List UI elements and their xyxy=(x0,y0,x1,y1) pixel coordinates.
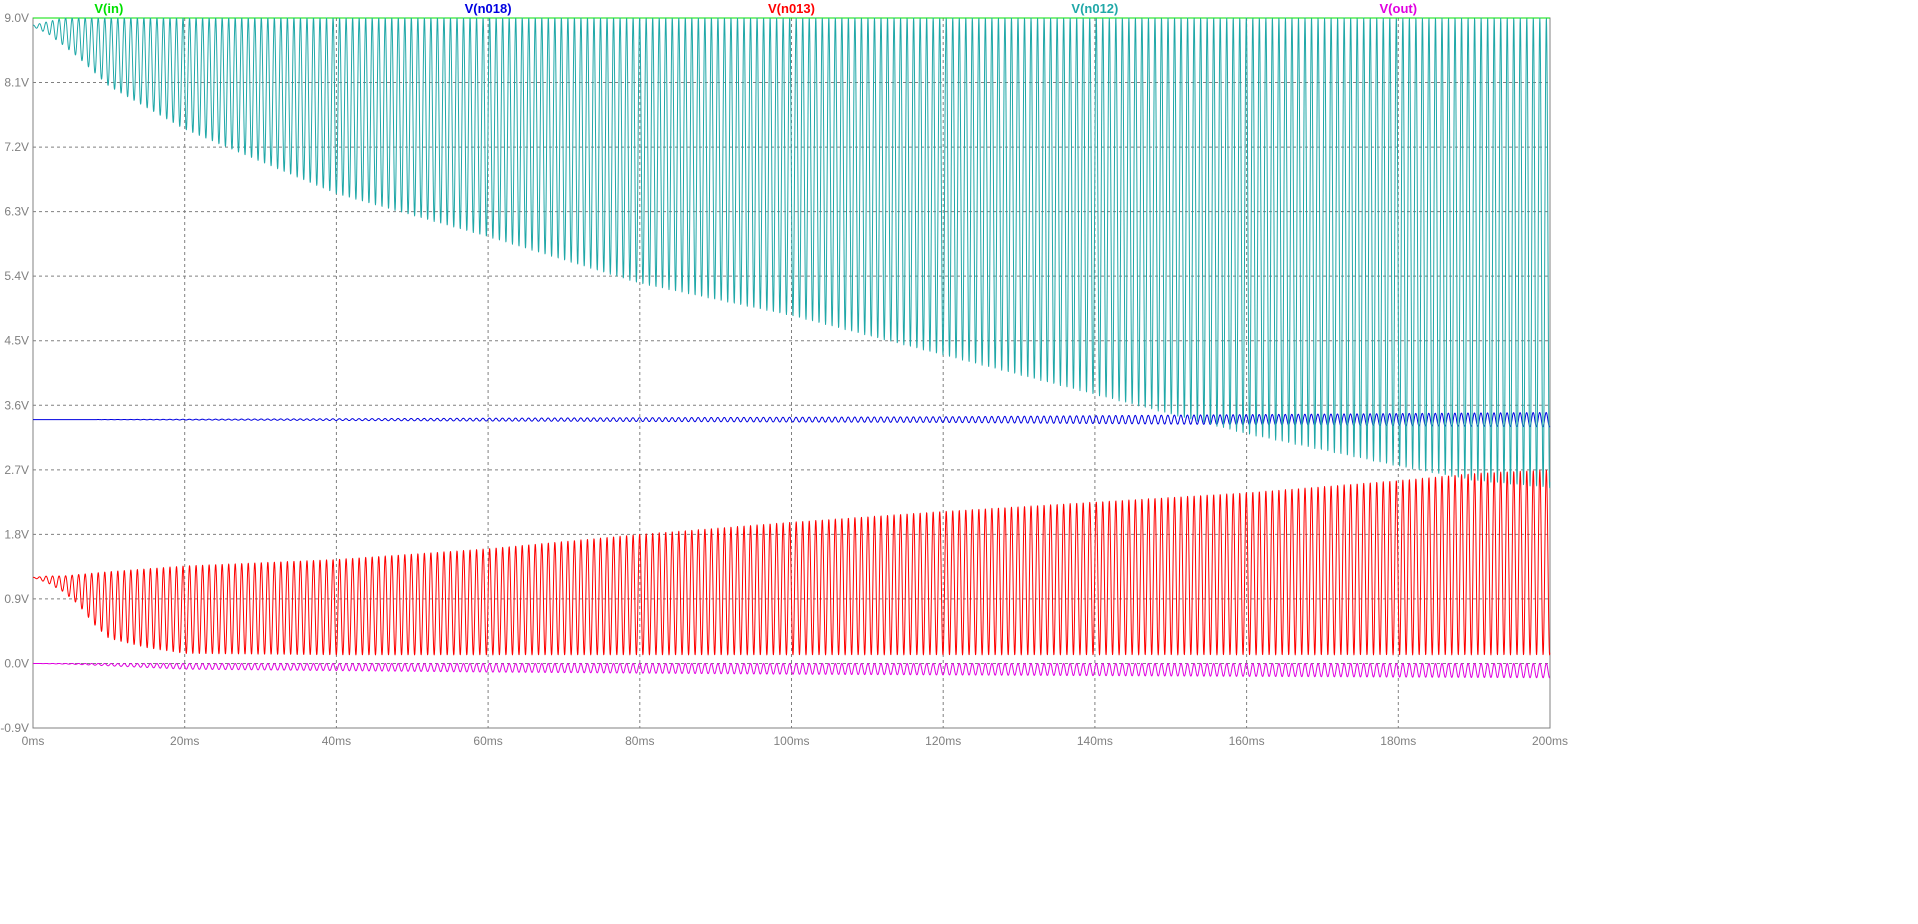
x-tick-label: 0ms xyxy=(22,734,45,748)
y-tick-label: 8.1V xyxy=(4,76,29,90)
x-axis-tick-labels: 0ms 20ms 40ms 60ms 80ms 100ms 120ms 140ms 160ms 1… xyxy=(22,734,1568,748)
legend-label[interactable]: V(n012) xyxy=(1071,1,1118,16)
x-tick-label: 100ms xyxy=(773,734,809,748)
x-tick-label: 200ms xyxy=(1532,734,1568,748)
y-tick-label: 4.5V xyxy=(4,334,29,348)
y-tick-label: 2.7V xyxy=(4,463,29,477)
y-tick-label: 5.4V xyxy=(4,269,29,283)
y-tick-label: 0.9V xyxy=(4,592,29,606)
y-tick-label: -0.9V xyxy=(0,721,29,735)
trace-legend[interactable]: V(in) V(n018) V(n013) V(n012) V(out) xyxy=(94,1,1417,16)
legend-label[interactable]: V(out) xyxy=(1380,1,1418,16)
y-tick-label: 7.2V xyxy=(4,140,29,154)
y-tick-label: 9.0V xyxy=(4,11,29,25)
x-tick-label: 80ms xyxy=(625,734,654,748)
x-tick-label: 40ms xyxy=(322,734,351,748)
legend-label[interactable]: V(n013) xyxy=(768,1,815,16)
trace-v-n018[interactable] xyxy=(32,411,1551,428)
trace-v-n013[interactable] xyxy=(32,469,1551,656)
trace-v-n012[interactable] xyxy=(32,17,1551,489)
x-tick-label: 180ms xyxy=(1380,734,1416,748)
x-tick-label: 60ms xyxy=(473,734,502,748)
y-tick-label: 1.8V xyxy=(4,527,29,541)
legend-label[interactable]: V(n018) xyxy=(465,1,512,16)
trace-area[interactable] xyxy=(32,17,1551,679)
x-tick-label: 140ms xyxy=(1077,734,1113,748)
y-tick-label: 6.3V xyxy=(4,205,29,219)
x-tick-label: 160ms xyxy=(1229,734,1265,748)
y-tick-label: 3.6V xyxy=(4,398,29,412)
legend-label[interactable]: V(in) xyxy=(94,1,123,16)
y-tick-label: 0.0V xyxy=(4,656,29,670)
x-tick-label: 120ms xyxy=(925,734,961,748)
y-axis-tick-labels: 9.0V 8.1V 7.2V 6.3V 5.4V 4.5V 3.6V 2.7V 1.8V 0.9V… xyxy=(0,11,29,735)
x-tick-label: 20ms xyxy=(170,734,199,748)
trace-v-out[interactable] xyxy=(32,662,1551,679)
